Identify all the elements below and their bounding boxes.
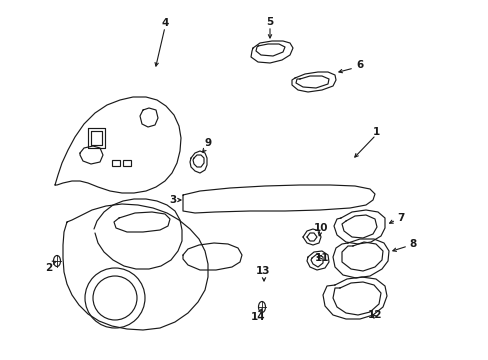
Text: 13: 13 (255, 266, 270, 276)
Text: 9: 9 (204, 138, 211, 148)
Text: 10: 10 (313, 223, 327, 233)
Text: 3: 3 (169, 195, 176, 205)
Text: 1: 1 (372, 127, 379, 137)
Bar (112, 160, 120, 166)
Text: 12: 12 (367, 310, 382, 320)
Text: 11: 11 (314, 253, 328, 263)
Text: 6: 6 (356, 60, 363, 70)
Bar (123, 160, 131, 166)
Text: 14: 14 (250, 312, 265, 322)
Text: 5: 5 (266, 17, 273, 27)
Text: 2: 2 (45, 263, 53, 273)
Text: 4: 4 (161, 18, 168, 28)
Text: 7: 7 (397, 213, 404, 223)
Text: 8: 8 (408, 239, 416, 249)
